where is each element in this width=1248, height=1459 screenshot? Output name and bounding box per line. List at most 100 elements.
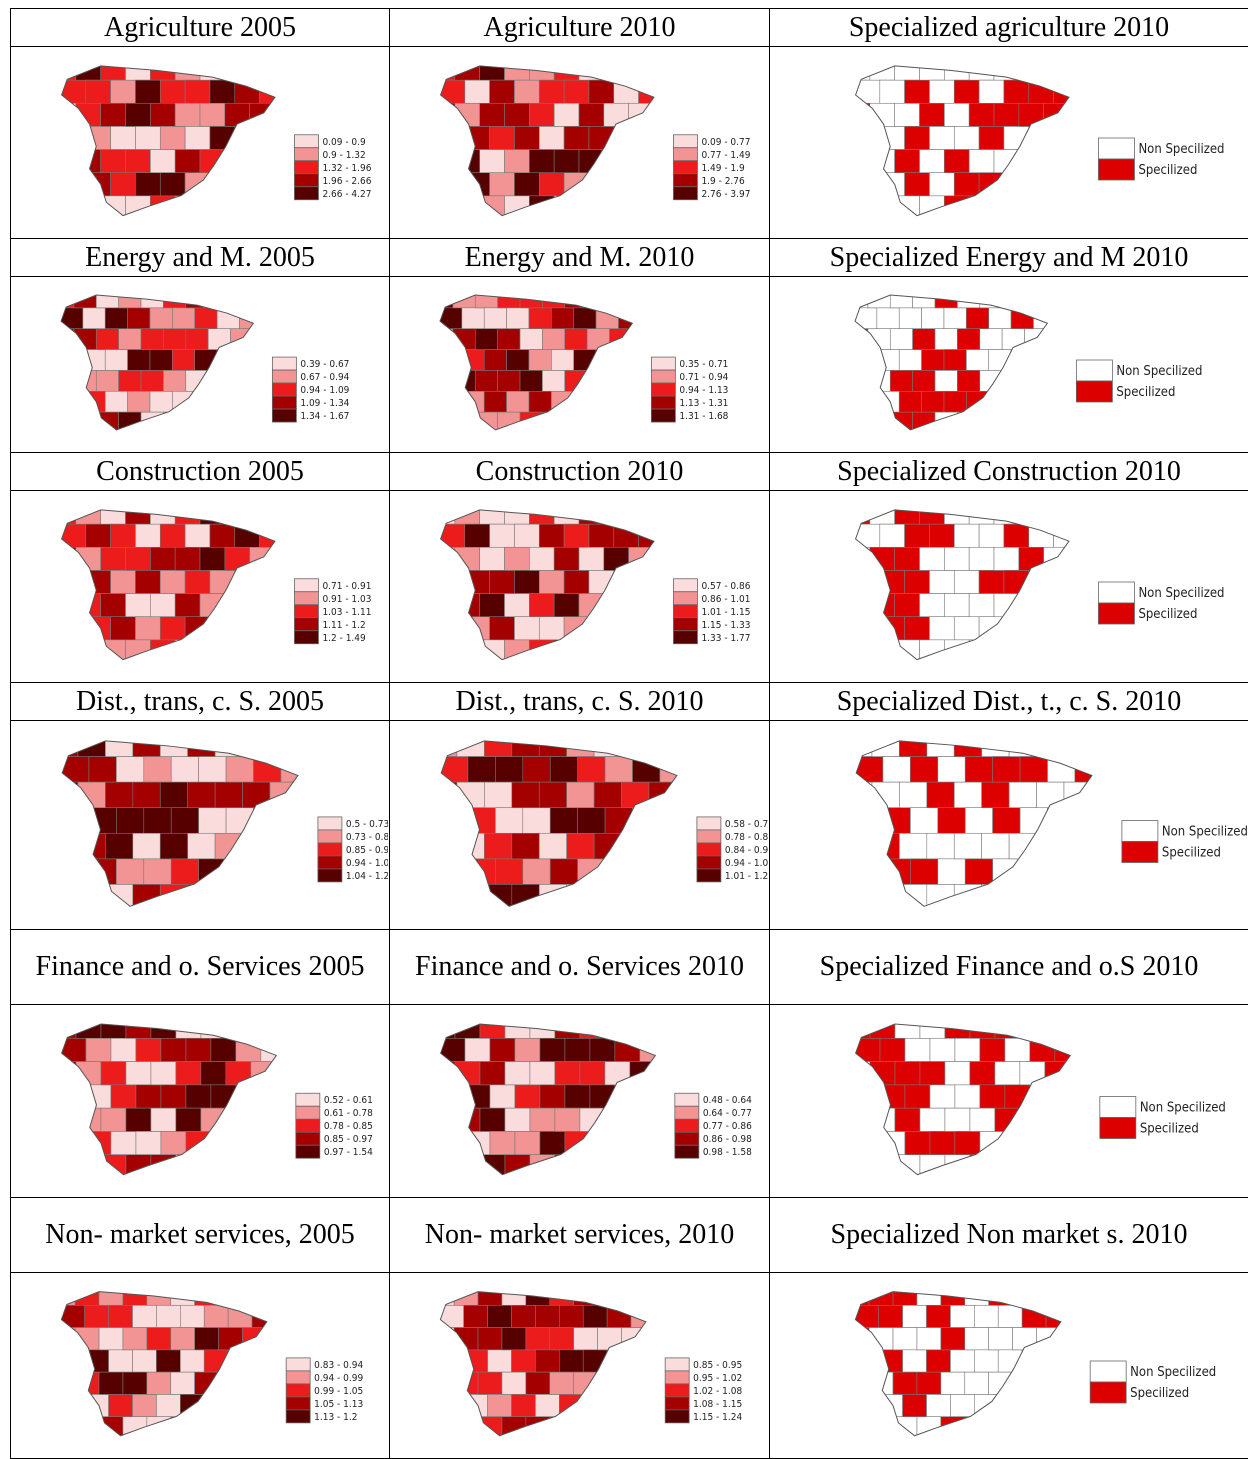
- province: [1004, 524, 1029, 547]
- province: [226, 1155, 251, 1178]
- province: [455, 1155, 480, 1178]
- province: [920, 594, 945, 617]
- province: [877, 391, 899, 412]
- province: [226, 757, 253, 783]
- legend-label: 1.15 - 1.33: [701, 620, 750, 631]
- legend-label: Specilized: [1116, 385, 1175, 400]
- province: [465, 1085, 490, 1108]
- map-title: Specialized Finance and o.S 2010: [770, 930, 1248, 1005]
- province: [1037, 884, 1064, 910]
- province: [480, 57, 505, 80]
- province: [490, 524, 515, 547]
- province: [845, 1155, 870, 1178]
- province: [845, 1372, 869, 1394]
- province: [605, 757, 632, 783]
- province: [945, 1062, 970, 1085]
- province: [982, 884, 1009, 910]
- province: [539, 173, 564, 196]
- province: [920, 150, 945, 173]
- province: [550, 757, 577, 783]
- legend-label: 0.94 - 0.99: [314, 1373, 363, 1384]
- map-title: Dist., trans, c. S. 2005: [11, 683, 390, 721]
- province: [490, 1131, 515, 1154]
- province: [868, 412, 890, 433]
- province: [1044, 150, 1069, 173]
- province: [86, 1038, 111, 1061]
- province: [639, 126, 664, 149]
- province: [539, 80, 564, 103]
- province: [574, 350, 596, 371]
- province: [150, 594, 175, 617]
- province: [141, 329, 163, 350]
- map-figure: 0.35 - 0.710.71 - 0.940.94 - 1.131.13 - …: [390, 277, 768, 450]
- province: [965, 1328, 989, 1350]
- province: [529, 391, 551, 412]
- province: [605, 1155, 630, 1178]
- province: [430, 1372, 454, 1394]
- legend-swatch: [272, 357, 296, 370]
- province: [160, 126, 185, 149]
- legend-label: 0.39 - 0.67: [300, 359, 349, 370]
- province: [954, 570, 979, 593]
- province: [99, 1283, 123, 1305]
- province: [83, 308, 105, 329]
- province: [1064, 782, 1091, 808]
- province: [945, 1155, 970, 1178]
- province: [211, 1038, 236, 1061]
- province: [61, 126, 86, 149]
- province: [890, 329, 912, 350]
- province: [1044, 196, 1069, 219]
- province: [464, 1394, 488, 1416]
- province: [89, 757, 116, 783]
- province: [605, 1108, 630, 1131]
- province: [235, 570, 260, 593]
- province: [51, 1108, 76, 1131]
- province: [1019, 547, 1044, 570]
- province: [890, 370, 912, 391]
- province: [895, 1108, 920, 1131]
- province: [440, 859, 467, 885]
- legend-swatch: [697, 843, 721, 856]
- province: [185, 80, 210, 103]
- province: [475, 287, 497, 308]
- province: [51, 547, 76, 570]
- legend-label: 1.33 - 1.77: [701, 633, 750, 644]
- province: [175, 57, 200, 80]
- province: [629, 150, 654, 173]
- province: [52, 370, 74, 391]
- province: [225, 57, 250, 80]
- legend-swatch: [294, 174, 318, 187]
- province: [60, 391, 82, 412]
- province: [542, 287, 564, 308]
- province: [564, 524, 589, 547]
- province: [176, 1062, 201, 1085]
- province: [998, 1305, 1022, 1327]
- province: [870, 501, 895, 524]
- province: [1002, 370, 1024, 391]
- province: [969, 501, 994, 524]
- legend-swatch: [673, 174, 697, 187]
- province: [225, 547, 250, 570]
- province: [478, 1328, 502, 1350]
- province: [550, 1328, 574, 1350]
- province: [615, 1131, 640, 1154]
- province: [554, 501, 579, 524]
- legend-label: Specilized: [1138, 607, 1197, 622]
- province: [111, 1131, 136, 1154]
- province: [1019, 594, 1044, 617]
- province: [61, 859, 88, 885]
- province: [236, 1085, 261, 1108]
- province: [574, 1328, 598, 1350]
- province: [171, 1372, 195, 1394]
- province: [210, 570, 235, 593]
- province: [455, 196, 480, 219]
- province: [455, 501, 480, 524]
- province: [61, 173, 86, 196]
- province: [250, 150, 275, 173]
- province: [1013, 1372, 1037, 1394]
- province: [523, 757, 550, 783]
- province: [135, 126, 160, 149]
